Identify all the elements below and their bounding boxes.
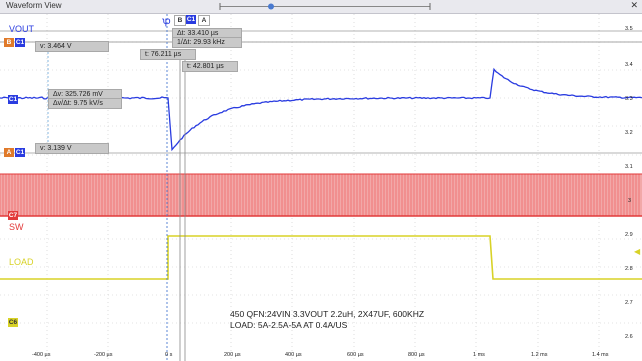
time-axis-tick: -200 µs: [94, 352, 113, 358]
annotation-line-1: 450 QFN:24VIN 3.3VOUT 2.2uH, 2X47UF, 600…: [230, 309, 425, 319]
cursor-a-voltage: v: 3.139 V: [35, 143, 109, 154]
cursor-a-time: t: 76.211 µs: [140, 49, 196, 60]
vout-channel-label: VOUT: [9, 24, 35, 34]
time-axis-tick: 400 µs: [285, 352, 302, 358]
cursor-header-a[interactable]: A: [198, 15, 210, 26]
vout-trace: [0, 67, 642, 152]
sw-trace-stripes: [0, 174, 640, 216]
cursor-b-chip[interactable]: B: [4, 38, 14, 47]
time-axis-tick: 1 ms: [473, 352, 485, 358]
cursor-b-c1-chip[interactable]: C1: [15, 38, 25, 47]
time-axis-tick: -400 µs: [32, 352, 51, 358]
load-channel-marker[interactable]: C6: [8, 318, 18, 327]
cursor-b-time: t: 42.801 µs: [182, 61, 238, 72]
annotation-line-2: LOAD: 5A-2.5A-5A AT 0.4A/US: [230, 320, 348, 330]
right-axis-tick: 3.2: [625, 130, 633, 136]
load-level-arrow-icon[interactable]: ◀: [634, 247, 641, 256]
cursor-b-voltage: v: 3.464 V: [35, 41, 109, 52]
close-icon[interactable]: ✕: [630, 0, 638, 10]
time-axis-tick: 0 s: [165, 352, 173, 358]
time-cursor-icon[interactable]: ꝕ: [162, 16, 171, 27]
overview-handle: [268, 3, 274, 10]
right-axis-tick: 2.8: [625, 266, 633, 272]
waveform-plot-area[interactable]: VOUT SW LOAD C1 C7 C6 B C1 A C1 ꝕ B C1 A…: [0, 14, 642, 361]
cursor-a-c1-chip[interactable]: C1: [15, 148, 25, 157]
right-axis-tick: 3: [628, 198, 632, 204]
right-axis-tick: 2.9: [625, 232, 633, 238]
right-axis-tick: 3.3: [625, 96, 633, 102]
right-axis-tick: 3.5: [625, 26, 633, 32]
time-axis-tick: 600 µs: [347, 352, 364, 358]
vout-channel-marker[interactable]: C1: [8, 95, 18, 104]
time-axis-tick: 1.4 ms: [592, 352, 609, 358]
window-titlebar: Waveform View ✕: [0, 0, 642, 14]
time-axis-tick: 200 µs: [224, 352, 241, 358]
cursor-header-b[interactable]: B: [174, 15, 186, 26]
delta-voltage-rate: Δv/Δt: 9.75 kV/s: [48, 98, 122, 109]
right-axis-tick: 2.6: [625, 334, 633, 340]
load-channel-label: LOAD: [9, 257, 34, 267]
right-axis-tick: 3.4: [625, 62, 633, 68]
time-axis-tick: 800 µs: [408, 352, 425, 358]
window-title: Waveform View: [6, 1, 62, 10]
time-overview-scrollbar[interactable]: [218, 2, 434, 11]
sw-channel-label: SW: [9, 222, 24, 232]
cursor-a-chip[interactable]: A: [4, 148, 14, 157]
right-axis-tick: 2.7: [625, 300, 633, 306]
load-trace: [0, 235, 642, 280]
cursor-header-c1[interactable]: C1: [186, 15, 196, 24]
right-axis-tick: 3.1: [625, 164, 633, 170]
time-axis-tick: 1.2 ms: [531, 352, 548, 358]
inverse-delta-time: 1/Δt: 29.93 kHz: [172, 37, 242, 48]
sw-channel-marker[interactable]: C7: [8, 211, 18, 220]
